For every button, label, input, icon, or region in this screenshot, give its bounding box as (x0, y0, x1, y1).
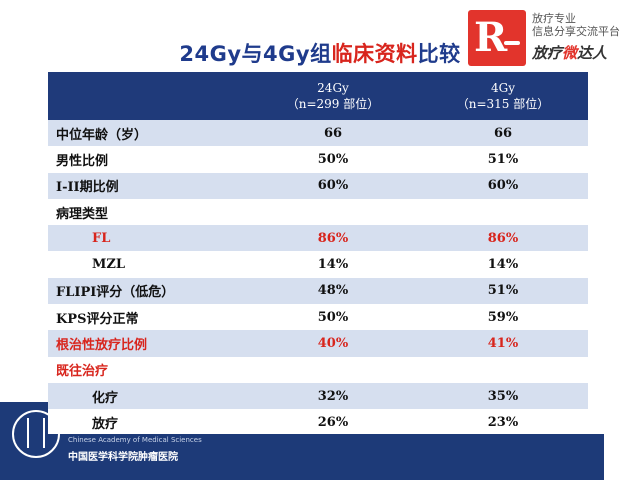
table-header-row: 24Gy （n=299 部位） 4Gy （n=315 部位） (48, 72, 588, 120)
logo-brand-c: 达人 (577, 44, 608, 62)
row-value-4gy (418, 199, 588, 225)
row-value-4gy: 35% (418, 382, 588, 410)
row-label: 病理类型 (56, 206, 109, 222)
emblem-staff-icon (27, 418, 45, 448)
row-value-4gy: 14% (487, 257, 519, 273)
row-value-4gy: 60% (418, 172, 588, 199)
table-row: FLIPI评分（低危） 48% 51% (48, 277, 588, 305)
row-label: FL (48, 225, 248, 252)
header-blank (48, 72, 248, 120)
institution-name-cn: 中国医学科学院肿瘤医院 (68, 452, 178, 463)
logo-tagline-line2: 信息分享交流平台 (532, 25, 620, 38)
header-24gy-label: 24Gy (317, 81, 349, 95)
title-part2: 临床资料 (331, 42, 418, 66)
title-part1: 24Gy与4Gy组 (179, 42, 332, 66)
logo-tagline: 放疗专业 信息分享交流平台 (532, 12, 640, 38)
institution-name-en: Chinese Academy of Medical Sciences (68, 436, 202, 444)
header-24gy-sub: （n=299 部位） (286, 97, 380, 111)
table-row: 既往治疗 (48, 357, 588, 383)
slide-title: 24Gy与4Gy组临床资料比较 (0, 38, 640, 68)
row-value-4gy: 51% (487, 151, 519, 167)
title-part3: 比较 (417, 42, 461, 66)
row-value-24gy: 50% (317, 151, 349, 167)
footer-strip (48, 434, 604, 480)
header-4gy-sub: （n=315 部位） (456, 97, 550, 111)
row-label: 放疗 (92, 416, 119, 432)
row-value-4gy: 51% (418, 277, 588, 305)
logo-badge: R (468, 10, 526, 66)
row-label: FLIPI评分（低危） (48, 277, 248, 305)
logo-tagline-line1: 放疗专业 (532, 12, 576, 25)
row-value-24gy: 60% (248, 172, 418, 199)
row-label: 中位年龄（岁） (48, 120, 248, 147)
row-label: MZL (92, 257, 126, 273)
row-value-4gy: 59% (487, 309, 519, 325)
row-value-4gy: 86% (418, 225, 588, 252)
table-row: 中位年龄（岁） 66 66 (48, 120, 588, 147)
row-value-24gy: 40% (248, 330, 418, 357)
table-row: I-II期比例 60% 60% (48, 172, 588, 199)
row-value-24gy: 48% (248, 277, 418, 305)
row-value-24gy (248, 357, 418, 383)
logo-brand-a: 放疗 (532, 44, 563, 62)
logo-dash-icon (504, 41, 520, 45)
row-value-24gy: 66 (248, 120, 418, 147)
row-value-4gy (418, 357, 588, 383)
logo-letter: R (474, 14, 508, 61)
table-row: 化疗 32% 35% (48, 382, 588, 410)
row-value-24gy: 86% (248, 225, 418, 252)
row-value-4gy: 66 (418, 120, 588, 147)
header-4gy-label: 4Gy (491, 81, 515, 95)
table-row: 根治性放疗比例 40% 41% (48, 330, 588, 357)
table-row: FL 86% 86% (48, 225, 588, 252)
row-label: 根治性放疗比例 (48, 330, 248, 357)
row-value-4gy: 41% (418, 330, 588, 357)
row-value-24gy: 50% (317, 309, 349, 325)
row-value-24gy: 32% (248, 382, 418, 410)
comparison-table: 24Gy （n=299 部位） 4Gy （n=315 部位） 中位年龄（岁） 66… (48, 72, 588, 436)
table-row: 男性比例 50% 51% (48, 146, 588, 172)
row-value-24gy: 14% (317, 257, 349, 273)
row-label: I-II期比例 (48, 172, 248, 199)
row-label: 化疗 (48, 382, 248, 410)
logo-brand: 放疗微达人 (532, 42, 640, 63)
table-row: MZL 14% 14% (48, 251, 588, 277)
table-row: 放疗 26% 23% (48, 409, 588, 435)
row-value-4gy: 23% (487, 414, 519, 430)
table-row: KPS评分正常 50% 59% (48, 304, 588, 330)
table-row: 病理类型 (48, 199, 588, 225)
logo-brand-b: 微 (562, 44, 578, 62)
header-4gy: 4Gy （n=315 部位） (418, 72, 588, 120)
row-value-24gy (248, 199, 418, 225)
row-value-24gy: 26% (317, 414, 349, 430)
row-label: 既往治疗 (56, 364, 109, 380)
row-label: 男性比例 (56, 153, 109, 169)
row-label: KPS评分正常 (56, 311, 139, 327)
institution-emblem-icon (12, 410, 60, 458)
header-24gy: 24Gy （n=299 部位） (248, 72, 418, 120)
